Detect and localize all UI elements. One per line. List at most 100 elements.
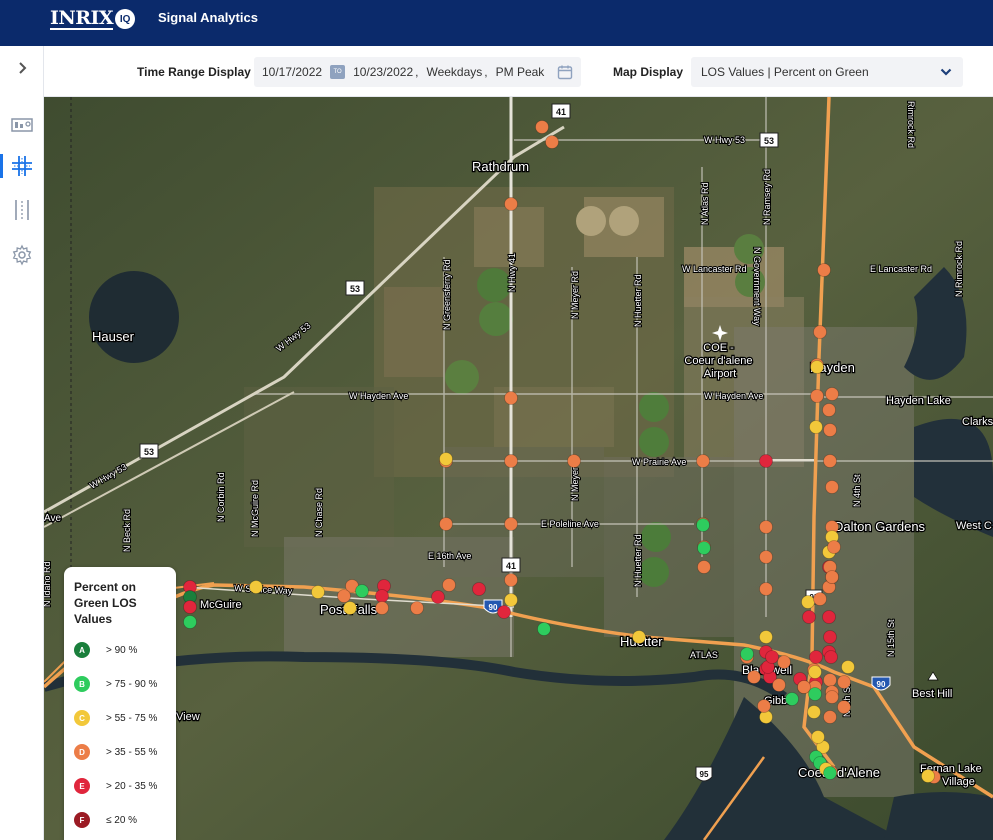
place-best-hill: Best Hill <box>912 688 952 700</box>
legend-label-a: > 90 % <box>106 644 138 656</box>
signal-marker-c[interactable] <box>311 585 325 599</box>
end-date: 10/23/2022 <box>353 65 414 79</box>
signal-marker-d[interactable] <box>337 589 351 603</box>
signal-marker-d[interactable] <box>817 263 831 277</box>
signal-marker-d[interactable] <box>772 678 786 692</box>
signal-marker-d[interactable] <box>757 699 771 713</box>
sidebar-item-settings[interactable] <box>8 241 36 269</box>
signal-marker-d[interactable] <box>442 578 456 592</box>
map-canvas[interactable]: 41 53 53 53 41 90 90 95 <box>44 97 993 840</box>
signal-marker-d[interactable] <box>545 135 559 149</box>
calendar-icon[interactable] <box>557 64 573 80</box>
signal-marker-d[interactable] <box>810 389 824 403</box>
sidebar-item-signals[interactable] <box>0 152 36 180</box>
signal-marker-b[interactable] <box>823 766 837 780</box>
signal-marker-e[interactable] <box>375 589 389 603</box>
signal-marker-d[interactable] <box>375 601 389 615</box>
signal-marker-c[interactable] <box>811 730 825 744</box>
signal-marker-b[interactable] <box>808 687 822 701</box>
signal-marker-e[interactable] <box>802 610 816 624</box>
signal-marker-c[interactable] <box>759 630 773 644</box>
signal-marker-d[interactable] <box>439 517 453 531</box>
signal-marker-d[interactable] <box>823 454 837 468</box>
signal-marker-b[interactable] <box>183 615 197 629</box>
signal-marker-e[interactable] <box>759 454 773 468</box>
time-range-picker[interactable]: 10/17/2022 TO 10/23/2022 , Weekdays , PM… <box>254 57 581 87</box>
signal-marker-e[interactable] <box>809 650 823 664</box>
signal-marker-e[interactable] <box>183 600 197 614</box>
signal-marker-c[interactable] <box>810 360 824 374</box>
signal-marker-d[interactable] <box>797 680 811 694</box>
signal-marker-d[interactable] <box>827 540 841 554</box>
signal-marker-e[interactable] <box>765 650 779 664</box>
road-n-meyer-south: N Meyer <box>570 467 580 501</box>
signal-marker-d[interactable] <box>823 423 837 437</box>
place-rathdrum: Rathdrum <box>472 159 529 174</box>
signal-marker-b[interactable] <box>785 692 799 706</box>
hwy53-shield-right: 53 <box>759 132 779 148</box>
signal-marker-d[interactable] <box>837 675 851 689</box>
signal-marker-c[interactable] <box>632 630 646 644</box>
signal-marker-d[interactable] <box>825 480 839 494</box>
signal-marker-d[interactable] <box>504 517 518 531</box>
signal-marker-d[interactable] <box>504 391 518 405</box>
signal-marker-c[interactable] <box>841 660 855 674</box>
signal-marker-e[interactable] <box>822 610 836 624</box>
sidebar-item-corridors[interactable] <box>8 196 36 224</box>
signal-marker-b[interactable] <box>740 647 754 661</box>
signal-marker-d[interactable] <box>813 592 827 606</box>
signal-marker-e[interactable] <box>431 590 445 604</box>
signal-marker-c[interactable] <box>801 595 815 609</box>
signal-marker-e[interactable] <box>497 605 511 619</box>
signal-marker-d[interactable] <box>747 670 761 684</box>
hwy53-shield-mid: 53 <box>345 280 365 296</box>
signal-marker-e[interactable] <box>823 630 837 644</box>
signal-marker-d[interactable] <box>825 570 839 584</box>
signal-marker-d[interactable] <box>759 520 773 534</box>
signal-marker-d[interactable] <box>697 560 711 574</box>
signal-marker-d[interactable] <box>825 387 839 401</box>
signal-marker-c[interactable] <box>921 769 935 783</box>
signal-marker-c[interactable] <box>504 593 518 607</box>
signal-marker-d[interactable] <box>410 601 424 615</box>
road-n-meyer: N Meyer Rd <box>570 271 580 319</box>
signal-marker-c[interactable] <box>809 420 823 434</box>
signal-marker-d[interactable] <box>504 197 518 211</box>
signal-marker-d[interactable] <box>837 700 851 714</box>
signal-marker-c[interactable] <box>343 601 357 615</box>
satellite-map[interactable]: 41 53 53 53 41 90 90 95 <box>44 97 993 840</box>
signal-marker-d[interactable] <box>696 454 710 468</box>
place-village: Village <box>942 776 975 788</box>
signal-marker-d[interactable] <box>567 454 581 468</box>
signal-marker-b[interactable] <box>696 518 710 532</box>
signal-marker-d[interactable] <box>823 710 837 724</box>
signal-marker-b[interactable] <box>537 622 551 636</box>
hwy41-label: 41 <box>556 107 566 117</box>
signal-marker-c[interactable] <box>808 665 822 679</box>
signal-marker-c[interactable] <box>249 580 263 594</box>
expand-sidebar-button[interactable] <box>8 54 36 82</box>
inrix-logo[interactable]: INRIX IQ <box>50 8 136 30</box>
airport-line3: Airport <box>704 368 736 380</box>
sidebar <box>0 46 44 840</box>
signal-marker-d[interactable] <box>504 454 518 468</box>
signal-marker-b[interactable] <box>697 541 711 555</box>
signal-marker-d[interactable] <box>823 673 837 687</box>
signal-marker-e[interactable] <box>824 650 838 664</box>
signal-marker-c[interactable] <box>807 705 821 719</box>
signal-marker-d[interactable] <box>759 582 773 596</box>
signal-marker-d[interactable] <box>822 403 836 417</box>
signal-marker-d[interactable] <box>504 573 518 587</box>
sidebar-item-dashboard[interactable] <box>8 110 36 138</box>
signal-marker-d[interactable] <box>777 655 791 669</box>
signal-marker-d[interactable] <box>813 325 827 339</box>
road-n-government: N Government Way <box>752 247 762 326</box>
signal-marker-d[interactable] <box>825 690 839 704</box>
signal-marker-e[interactable] <box>472 582 486 596</box>
map-display-select[interactable]: LOS Values | Percent on Green <box>691 57 963 87</box>
signal-marker-c[interactable] <box>439 452 453 466</box>
time-range-label: Time Range Display <box>137 65 251 79</box>
signal-marker-d[interactable] <box>759 550 773 564</box>
signal-marker-b[interactable] <box>355 584 369 598</box>
signal-marker-d[interactable] <box>535 120 549 134</box>
